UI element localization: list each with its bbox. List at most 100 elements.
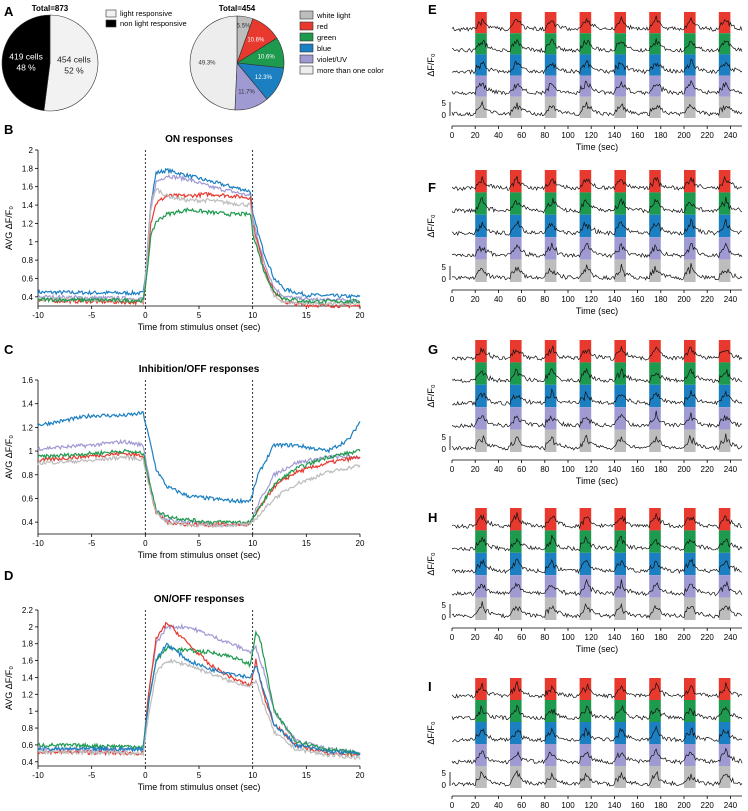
x-tick-label: 200	[677, 465, 691, 474]
stimulus-block	[544, 96, 557, 118]
y-tick-label: 1.4	[22, 201, 34, 210]
stimulus-block	[649, 384, 661, 408]
x-tick-label: 0	[450, 131, 455, 140]
panel-letter-a: A	[4, 4, 14, 19]
x-tick-label: 40	[494, 633, 503, 642]
scale-label: 0	[442, 781, 447, 790]
stimulus-block	[475, 237, 487, 260]
x-tick-label: 180	[654, 295, 668, 304]
cell-trace	[451, 100, 743, 117]
stimulus-block	[475, 54, 487, 76]
stimulus-block	[544, 407, 557, 430]
stimulus-block	[475, 508, 487, 531]
cell-trace	[451, 388, 743, 407]
stimulus-block	[614, 407, 626, 430]
scale-label: 0	[442, 111, 447, 120]
stimulus-block	[510, 429, 522, 452]
x-tick-label: 20	[471, 801, 480, 810]
stimulus-block	[544, 678, 557, 700]
pie2-legend-swatch	[299, 43, 314, 53]
y-tick-label: 0.4	[22, 518, 34, 527]
x-tick-label: 200	[677, 633, 691, 642]
pie1-slice-label: 419 cells	[9, 51, 43, 61]
y-tick-label: 1.6	[22, 657, 34, 666]
x-tick-label: 240	[724, 801, 738, 810]
stimulus-block	[614, 722, 626, 744]
stimulus-block	[510, 597, 522, 620]
x-tick-label: 200	[677, 295, 691, 304]
x-tick-label: 240	[724, 131, 738, 140]
stimulus-block	[649, 678, 661, 700]
x-tick-label: 160	[631, 801, 645, 810]
scale-label: 0	[442, 445, 447, 454]
stimulus-block	[614, 237, 626, 260]
stimulus-block	[579, 237, 592, 260]
stimulus-block	[579, 508, 592, 531]
pie1-slice-pct: 52 %	[64, 66, 84, 76]
series-line	[37, 191, 361, 309]
series-line	[37, 621, 361, 758]
x-tick-label: 180	[654, 465, 668, 474]
x-tick-label: 240	[724, 633, 738, 642]
pie2-slice-label: 49.3%	[198, 60, 216, 66]
cell-trace	[451, 433, 743, 451]
pie2-legend-label: blue	[317, 44, 331, 53]
pie2-legend-label: green	[317, 33, 336, 42]
series-line	[37, 167, 361, 300]
chart-title: Inhibition/OFF responses	[139, 364, 260, 375]
stimulus-block	[684, 192, 696, 215]
series-line	[37, 623, 361, 756]
x-tick-label: 40	[494, 465, 503, 474]
x-tick-label: 60	[517, 465, 526, 474]
pie-slice-non-light-responsive	[1, 14, 51, 111]
stimulus-block	[579, 575, 592, 598]
x-axis-label: Time from stimulus onset (sec)	[138, 782, 261, 792]
y-tick-label: 1.2	[22, 690, 34, 699]
x-tick-label: -5	[88, 311, 96, 320]
x-tick-label: 100	[561, 801, 575, 810]
stimulus-block	[649, 722, 661, 744]
stimulus-block	[510, 214, 522, 238]
stimulus-block	[649, 700, 661, 722]
series-line	[37, 657, 361, 760]
stimulus-block	[649, 170, 661, 193]
stimulus-block	[475, 362, 487, 385]
trace-panel-h: 0 20 40 60 80 100 120 140 160 180 200 220 240 Time (s…	[426, 508, 743, 654]
stimulus-block	[718, 744, 731, 766]
x-tick-label: 160	[631, 465, 645, 474]
x-tick-label: 60	[517, 801, 526, 810]
scale-label: 5	[442, 433, 447, 442]
cell-trace	[451, 512, 743, 530]
stimulus-block	[718, 96, 731, 118]
y-tick-label: 0.6	[22, 741, 34, 750]
cell-trace	[451, 196, 743, 214]
y-tick-label: 1	[29, 238, 34, 247]
y-axis-label: ΔF/F₀	[426, 721, 436, 745]
x-tick-label: 40	[494, 295, 503, 304]
stimulus-block	[684, 12, 696, 34]
x-tick-label: -10	[32, 539, 44, 548]
stimulus-block	[579, 722, 592, 744]
panel-letter-d: D	[4, 568, 13, 583]
pie2-title: Total=454	[219, 4, 256, 13]
stimulus-block	[510, 407, 522, 430]
stimulus-block	[684, 575, 696, 598]
stimulus-block	[475, 744, 487, 766]
cell-trace	[451, 218, 743, 237]
stimulus-block	[614, 597, 626, 620]
y-axis-label: ΔF/F₀	[426, 214, 436, 238]
cell-trace	[451, 680, 743, 699]
stimulus-block	[544, 700, 557, 722]
x-tick-label: 120	[585, 801, 599, 810]
cell-trace	[451, 79, 743, 96]
stimulus-block	[649, 54, 661, 76]
pie2-legend-swatch	[299, 21, 314, 31]
x-tick-label: 200	[677, 131, 691, 140]
x-tick-label: 180	[654, 633, 668, 642]
pie1-legend-label: light responsive	[120, 9, 172, 18]
y-tick-label: 0.4	[22, 758, 34, 767]
panel-letter-g: G	[428, 342, 438, 357]
stimulus-block	[544, 33, 557, 55]
panel-letter-c: C	[4, 342, 14, 357]
stimulus-block	[649, 192, 661, 215]
